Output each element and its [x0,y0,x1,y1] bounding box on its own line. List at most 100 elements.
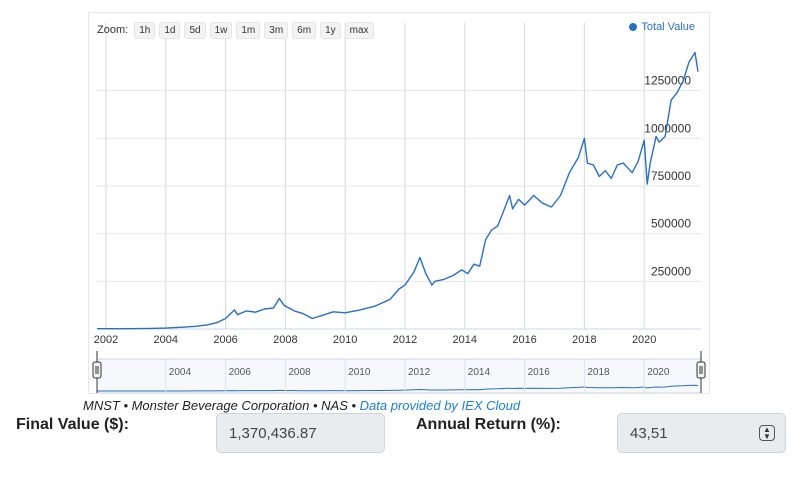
zoom-button-5d[interactable]: 5d [184,21,206,39]
data-point [550,206,552,208]
iex-cloud-link[interactable]: Data provided by IEX Cloud [359,398,521,413]
zoom-button-3m[interactable]: 3m [264,21,289,39]
data-point [389,298,391,300]
data-point [246,310,248,312]
data-point [586,162,588,164]
navigator-right-handle[interactable] [696,351,706,393]
stepper-icon[interactable]: ▲ ▼ [759,425,775,441]
data-point [577,156,579,158]
zoom-button-1m[interactable]: 1m [236,21,261,39]
data-point [518,198,520,200]
navigator-tick-label: 2006 [229,367,252,378]
navigator-tick-label: 2008 [288,367,311,378]
data-point [622,162,624,164]
data-point [419,257,421,259]
data-point [670,99,672,101]
series-line-total-value [97,51,699,330]
navigator-tick-label: 2012 [408,367,431,378]
handle-grip-icon [696,361,706,379]
data-point [479,265,481,267]
navigator-tick-label: 2004 [169,367,192,378]
data-point [150,327,152,329]
data-point [234,309,236,311]
data-point [431,284,433,286]
annual-return-text: 43,51 [630,424,668,442]
x-tick-label: 2012 [393,334,417,346]
data-point [278,297,280,299]
data-point [473,263,475,265]
data-point [311,318,313,320]
data-point [512,208,514,210]
navigator-left-handle[interactable] [92,351,102,393]
legend-label: Total Value [641,21,695,33]
price-chart[interactable]: 2002 2004 2006 2008 2010 2012 2014 2016 2018 2020… [89,13,709,393]
legend-item-total-value[interactable]: Total Value [629,21,695,33]
navigator-series-line [97,384,699,392]
data-point [332,311,334,313]
data-point [533,195,535,197]
zoom-button-1h[interactable]: 1h [134,21,156,39]
data-point [180,326,182,328]
x-tick-label: 2006 [213,334,237,346]
zoom-button-1d[interactable]: 1d [159,21,181,39]
data-point [96,328,98,330]
data-point [616,164,618,166]
data-point [216,322,218,324]
data-point [120,328,122,330]
data-point [646,183,648,185]
y-tick-label: 250000 [651,264,691,278]
data-point [374,305,376,307]
data-point [697,71,699,73]
x-tick-label: 2008 [273,334,297,346]
data-point [503,210,505,212]
zoom-button-max[interactable]: max [344,21,374,39]
data-point [524,204,526,206]
x-tick-label: 2004 [154,334,178,346]
data-point [559,195,561,197]
data-point [272,307,274,309]
data-point [592,164,594,166]
data-point [225,318,227,320]
data-point [631,172,633,174]
x-tick-label: 2016 [512,334,536,346]
data-point [583,137,585,139]
zoom-button-6m[interactable]: 6m [292,21,317,39]
caption-text: MNST • Monster Beverage Corporation • NA… [83,398,360,413]
data-point [676,92,678,94]
data-point [359,309,361,311]
data-point [598,175,600,177]
data-point [263,308,265,310]
data-point [497,225,499,227]
x-tick-label: 2002 [94,334,118,346]
data-point [443,278,445,280]
data-point [610,177,612,179]
zoom-button-1y[interactable]: 1y [320,21,341,39]
data-point [604,170,606,172]
final-value-text: 1,370,436.87 [229,424,317,442]
x-tick-label: 2014 [453,334,477,346]
data-point [413,271,415,273]
data-point [694,52,696,54]
data-point [568,172,570,174]
data-point [302,313,304,315]
final-value-field: 1,370,436.87 [216,413,385,453]
data-point [254,311,256,313]
data-point [655,135,657,137]
annual-return-input[interactable]: 43,51 ▲ ▼ [617,413,786,453]
legend-dot-icon [629,23,638,31]
chart-caption: MNST • Monster Beverage Corporation • NA… [83,398,520,413]
navigator-tick-label: 2020 [647,367,670,378]
zoom-button-1w[interactable]: 1w [209,21,233,39]
data-point [649,162,651,164]
data-point [207,324,209,326]
data-point [195,325,197,327]
data-point [682,80,684,82]
navigator-tick-label: 2010 [348,367,371,378]
x-tick-label: 2010 [333,334,357,346]
data-point [491,229,493,231]
data-point [165,327,167,329]
final-value-label: Final Value ($): [16,416,129,433]
data-point [434,280,436,282]
x-tick-label: 2018 [572,334,596,346]
data-point [643,139,645,141]
